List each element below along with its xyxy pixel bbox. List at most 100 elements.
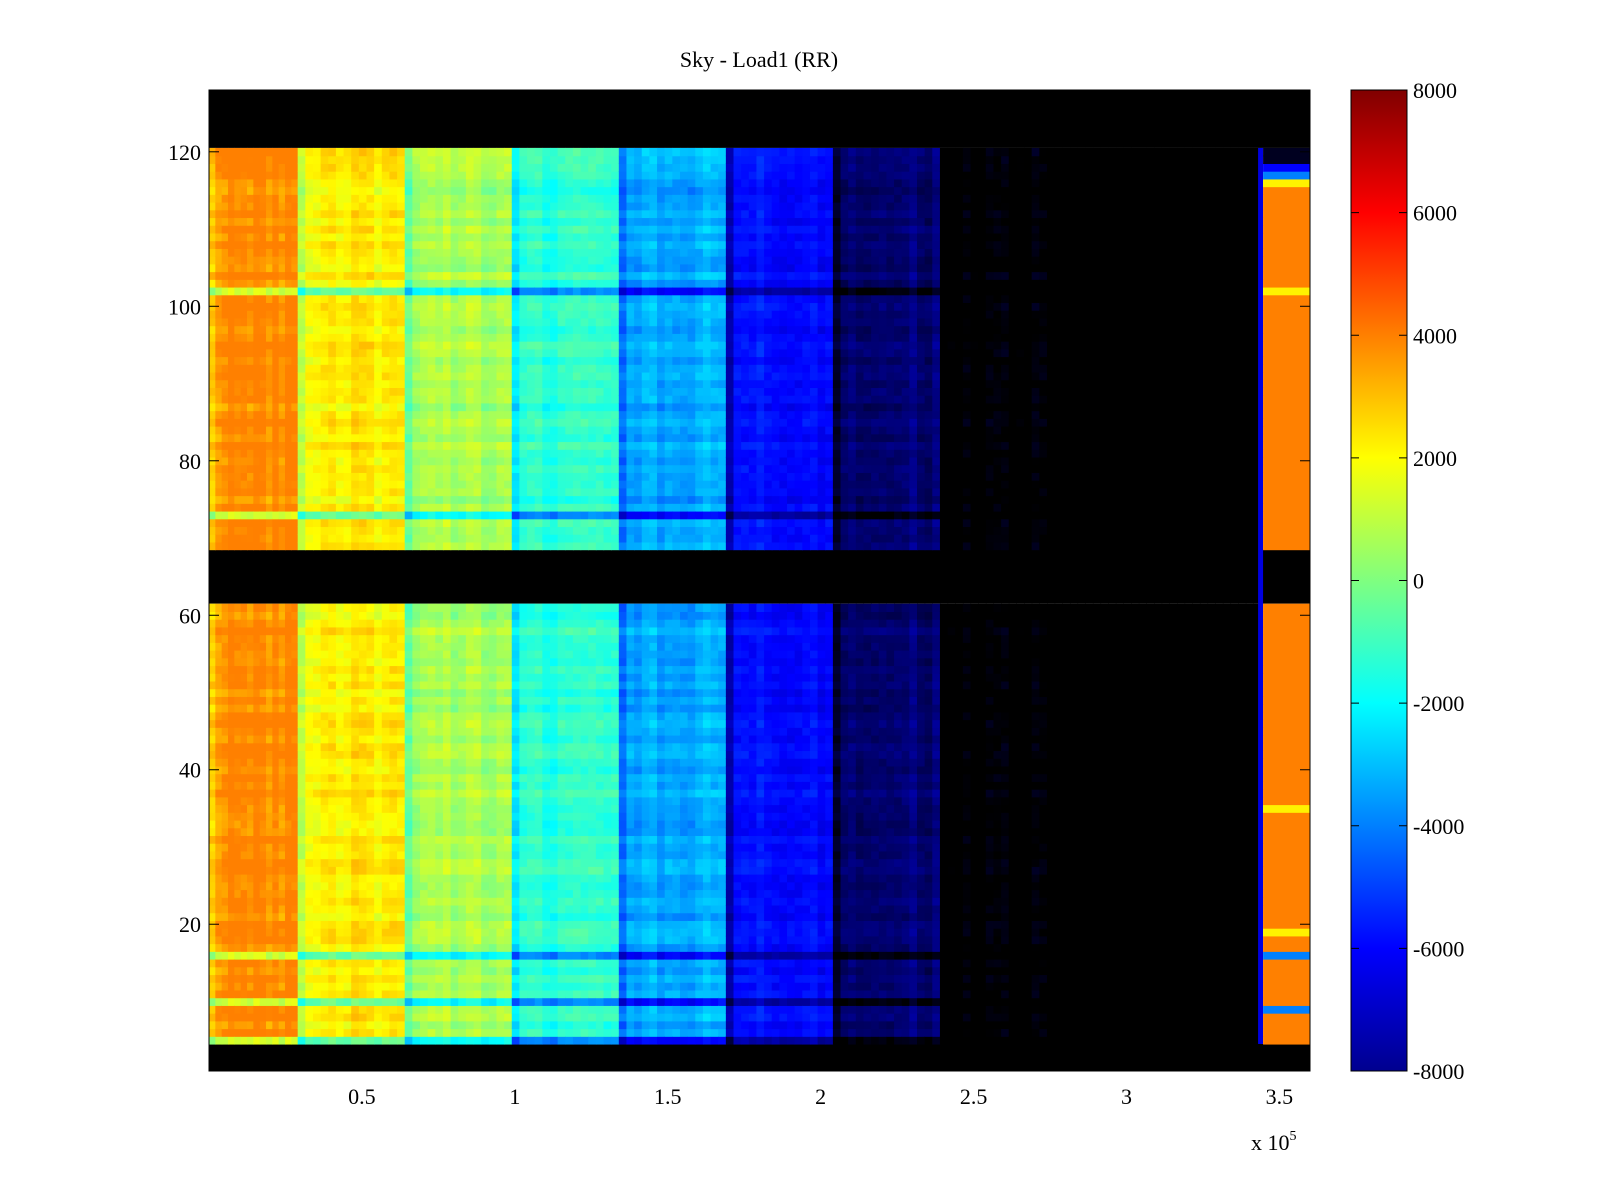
heatmap-cell [328,881,337,891]
heatmap-cell [228,456,235,466]
heatmap-cell [465,1020,475,1030]
heatmap-cell [435,928,444,937]
heatmap-cell [278,518,286,528]
heatmap-cell [511,171,521,180]
heatmap-cell [511,310,521,319]
heatmap-cell [504,750,513,759]
heatmap-cell [320,750,329,759]
heatmap-cell [404,302,413,311]
heatmap-cell [420,279,429,288]
heatmap-cell [511,881,521,891]
heatmap-cell [234,912,242,921]
heatmap-cell [511,626,521,636]
heatmap-cell [397,225,406,234]
heatmap-cell [397,325,406,334]
heatmap-cell [285,935,292,945]
heatmap-cell [527,773,536,782]
heatmap-cell [272,232,280,242]
heatmap-cell [534,966,543,976]
heatmap-cell [278,889,286,898]
heatmap-cell [335,719,345,728]
heatmap-cell [534,850,543,860]
heatmap-cell [450,194,459,203]
heatmap-cell [328,426,337,435]
heatmap-cell [496,410,505,419]
heatmap-cell [305,789,314,798]
heatmap-cell [221,943,229,952]
heatmap-cell [435,850,444,860]
heatmap-cell [266,325,273,334]
heatmap-cell [366,688,375,697]
heatmap-cell [420,402,429,412]
heatmap-cell [291,866,299,875]
heatmap-cell [221,441,229,450]
heatmap-cell [240,843,248,852]
heatmap-cell [335,202,345,211]
heatmap-cell [351,912,360,921]
heatmap-cell [427,541,436,551]
heatmap-cell [351,727,360,736]
heatmap-cell [343,263,352,273]
heatmap-cell [259,186,267,195]
heatmap-cell [297,209,306,219]
heatmap-cell [320,719,329,728]
heatmap-cell [228,240,235,249]
heatmap-cell [297,758,306,767]
heatmap-cell [435,804,444,813]
heatmap-cell [465,325,475,334]
heatmap-cell [504,310,513,319]
heatmap-cell [481,426,490,435]
heatmap-cell [285,650,292,659]
heatmap-cell [266,989,273,999]
heatmap-cell [285,734,292,744]
heatmap-cell [504,333,513,342]
heatmap-cell [320,356,329,365]
heatmap-cell [335,294,345,304]
heatmap-cell [209,202,216,211]
heatmap-cell [291,912,299,921]
heatmap-cell [228,734,235,744]
heatmap-cell [519,680,528,690]
heatmap-cell [442,526,452,535]
heatmap-cell [221,371,229,381]
heatmap-cell [328,487,337,497]
heatmap-cell [527,989,536,999]
heatmap-cell [442,202,452,211]
heatmap-cell [519,402,528,412]
heatmap-cell [527,387,536,396]
heatmap-cell [473,912,482,921]
heatmap-cell [328,920,337,929]
heatmap-cell [320,487,329,497]
heatmap-cell [519,603,528,612]
heatmap-cell [404,974,413,983]
heatmap-cell [272,202,280,211]
heatmap-cell [519,974,528,983]
heatmap-cell [488,619,498,628]
heatmap-cell [320,341,329,350]
heatmap-cell [465,765,475,775]
heatmap-cell [527,302,536,311]
heatmap-cell [534,487,543,497]
heatmap-cell [328,935,337,945]
heatmap-cell [381,480,391,489]
heatmap-cell [234,155,242,164]
heatmap-cell [297,510,306,520]
heatmap-cell [442,387,452,396]
heatmap-cell [247,966,254,976]
heatmap-cell [253,356,261,365]
heatmap-cell [427,387,436,396]
heatmap-cell [496,186,505,195]
heatmap-cell [404,456,413,466]
heatmap-cell [374,966,383,976]
heatmap-cell [285,904,292,914]
heatmap-cell [442,209,452,219]
heatmap-cell [240,874,248,883]
heatmap-cell [511,286,521,296]
heatmap-cell [343,418,352,427]
heatmap-cell [458,317,467,327]
heatmap-cell [240,518,248,528]
heatmap-cell [473,1005,482,1014]
heatmap-cell [442,464,452,473]
heatmap-cell [442,665,452,674]
heatmap-cell [488,441,498,450]
